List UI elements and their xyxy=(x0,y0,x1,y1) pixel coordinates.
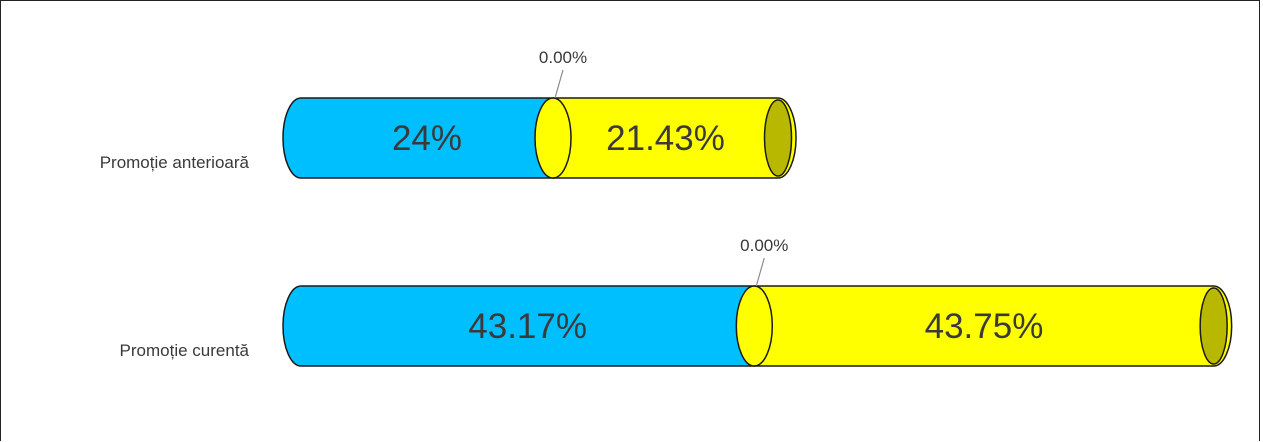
callout-leader-line xyxy=(756,258,764,286)
data-label: 21.43% xyxy=(606,119,725,158)
callout-label: 0.00% xyxy=(539,48,587,67)
data-label: 24% xyxy=(392,119,462,158)
data-label: 43.75% xyxy=(925,307,1044,346)
data-label: 43.17% xyxy=(468,307,587,346)
callout-label: 0.00% xyxy=(740,236,788,255)
category-label: Promoție curentă xyxy=(120,341,250,360)
callout-leader-line xyxy=(555,70,563,98)
cylinder-end-cap xyxy=(1200,288,1227,364)
category-label: Promoție anterioară xyxy=(100,153,250,172)
cylinder-end-cap xyxy=(765,100,792,176)
